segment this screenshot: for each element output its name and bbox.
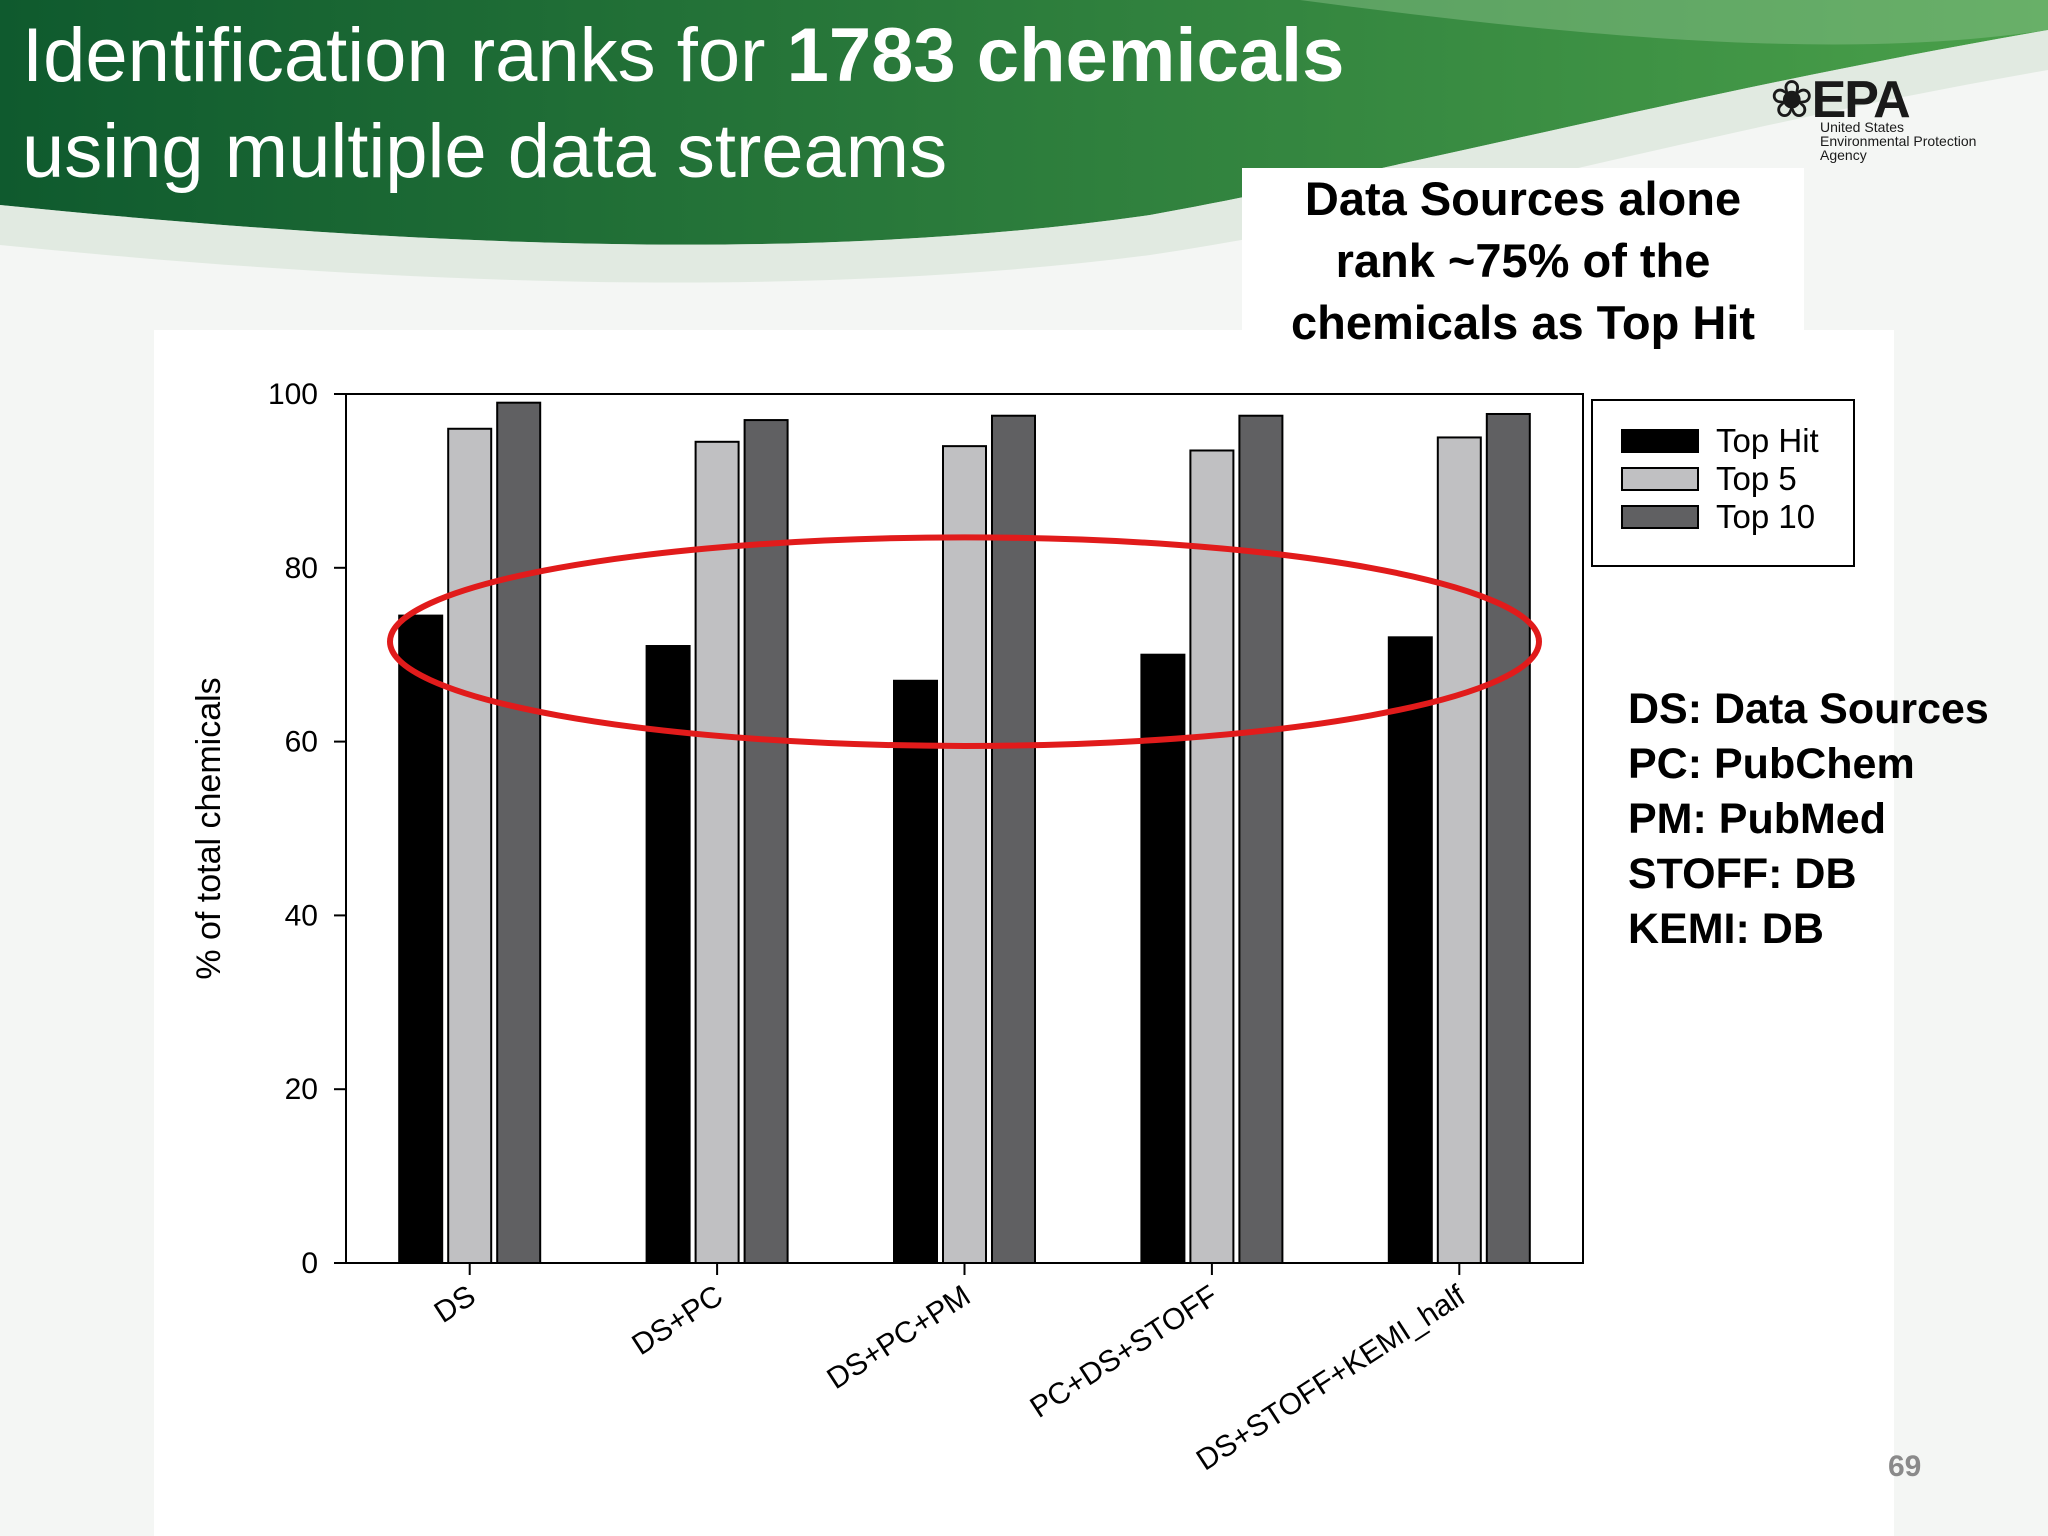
x-tick-label: DS+PC xyxy=(626,1279,729,1362)
bar xyxy=(645,645,691,1264)
bar xyxy=(743,419,789,1264)
bar xyxy=(1387,636,1433,1264)
epa-logo-line: United States xyxy=(1820,119,1905,135)
abbreviation-list: DS: Data Sources PC: PubChem PM: PubMed … xyxy=(1628,682,1989,957)
abbreviation-item: KEMI: DB xyxy=(1628,905,1824,953)
title-line-2: using multiple data streams xyxy=(22,109,948,194)
abbreviation-item: DS: Data Sources xyxy=(1628,685,1989,733)
callout-line: chemicals as Top Hit xyxy=(1290,296,1756,349)
abbreviation-item: PM: PubMed xyxy=(1628,795,1886,843)
bar xyxy=(1238,414,1284,1265)
epa-logo-line: Environmental Protection xyxy=(1820,133,1977,149)
bar xyxy=(942,445,987,1264)
bar xyxy=(1189,449,1235,1264)
page-number: 69 xyxy=(1888,1450,1922,1483)
bar xyxy=(1140,653,1186,1264)
bar xyxy=(893,679,938,1264)
legend-label: Top 10 xyxy=(1716,498,1815,535)
x-tick-label: DS xyxy=(429,1279,482,1329)
epa-logo: ❀EPA United States Environmental Protect… xyxy=(1770,70,2010,170)
title-banner xyxy=(0,0,2048,283)
bar xyxy=(398,614,444,1264)
y-tick-label: 60 xyxy=(285,726,318,759)
y-tick-label: 40 xyxy=(285,899,318,932)
epa-logo-mark: ❀EPA xyxy=(1770,71,1911,129)
y-tick-label: 20 xyxy=(285,1073,318,1106)
x-tick-label: PC+DS+STOFF xyxy=(1024,1279,1223,1424)
y-axis-label: % of total chemicals xyxy=(190,677,228,979)
legend-swatch xyxy=(1621,505,1699,529)
highlight-ellipse xyxy=(387,534,1542,749)
title-bold-text: 1783 chemicals xyxy=(786,13,1345,98)
bar xyxy=(694,440,740,1265)
callout-line: Data Sources alone xyxy=(1304,172,1742,225)
legend-swatch xyxy=(1621,429,1699,453)
y-tick-label: 100 xyxy=(268,378,318,411)
bar xyxy=(496,401,542,1264)
epa-logo-line: Agency xyxy=(1820,147,1867,163)
abbreviation-item: STOFF: DB xyxy=(1628,850,1857,898)
x-tick-label: DS+PC+PM xyxy=(821,1279,976,1396)
x-tick-label: DS+STOFF+KEMI_half xyxy=(1191,1279,1472,1477)
slide-title: Identification ranks for 1783 chemicals u… xyxy=(22,8,1344,200)
y-tick-label: 80 xyxy=(285,552,318,585)
y-tick-label: 0 xyxy=(301,1247,318,1280)
title-regular-text: Identification ranks for xyxy=(22,13,787,98)
bar xyxy=(1436,436,1482,1264)
callout-box: Data Sources alone rank ~75% of the chem… xyxy=(1242,168,1804,368)
legend-label: Top Hit xyxy=(1716,422,1819,459)
epa-logo-subtitle: United States Environmental Protection A… xyxy=(1820,120,2020,162)
legend-label: Top 5 xyxy=(1716,460,1797,497)
bar xyxy=(447,427,493,1264)
bar xyxy=(991,414,1036,1265)
bar xyxy=(1485,412,1531,1264)
callout-line: rank ~75% of the xyxy=(1335,234,1711,287)
legend-swatch xyxy=(1621,467,1699,491)
abbreviation-item: PC: PubChem xyxy=(1628,740,1915,788)
